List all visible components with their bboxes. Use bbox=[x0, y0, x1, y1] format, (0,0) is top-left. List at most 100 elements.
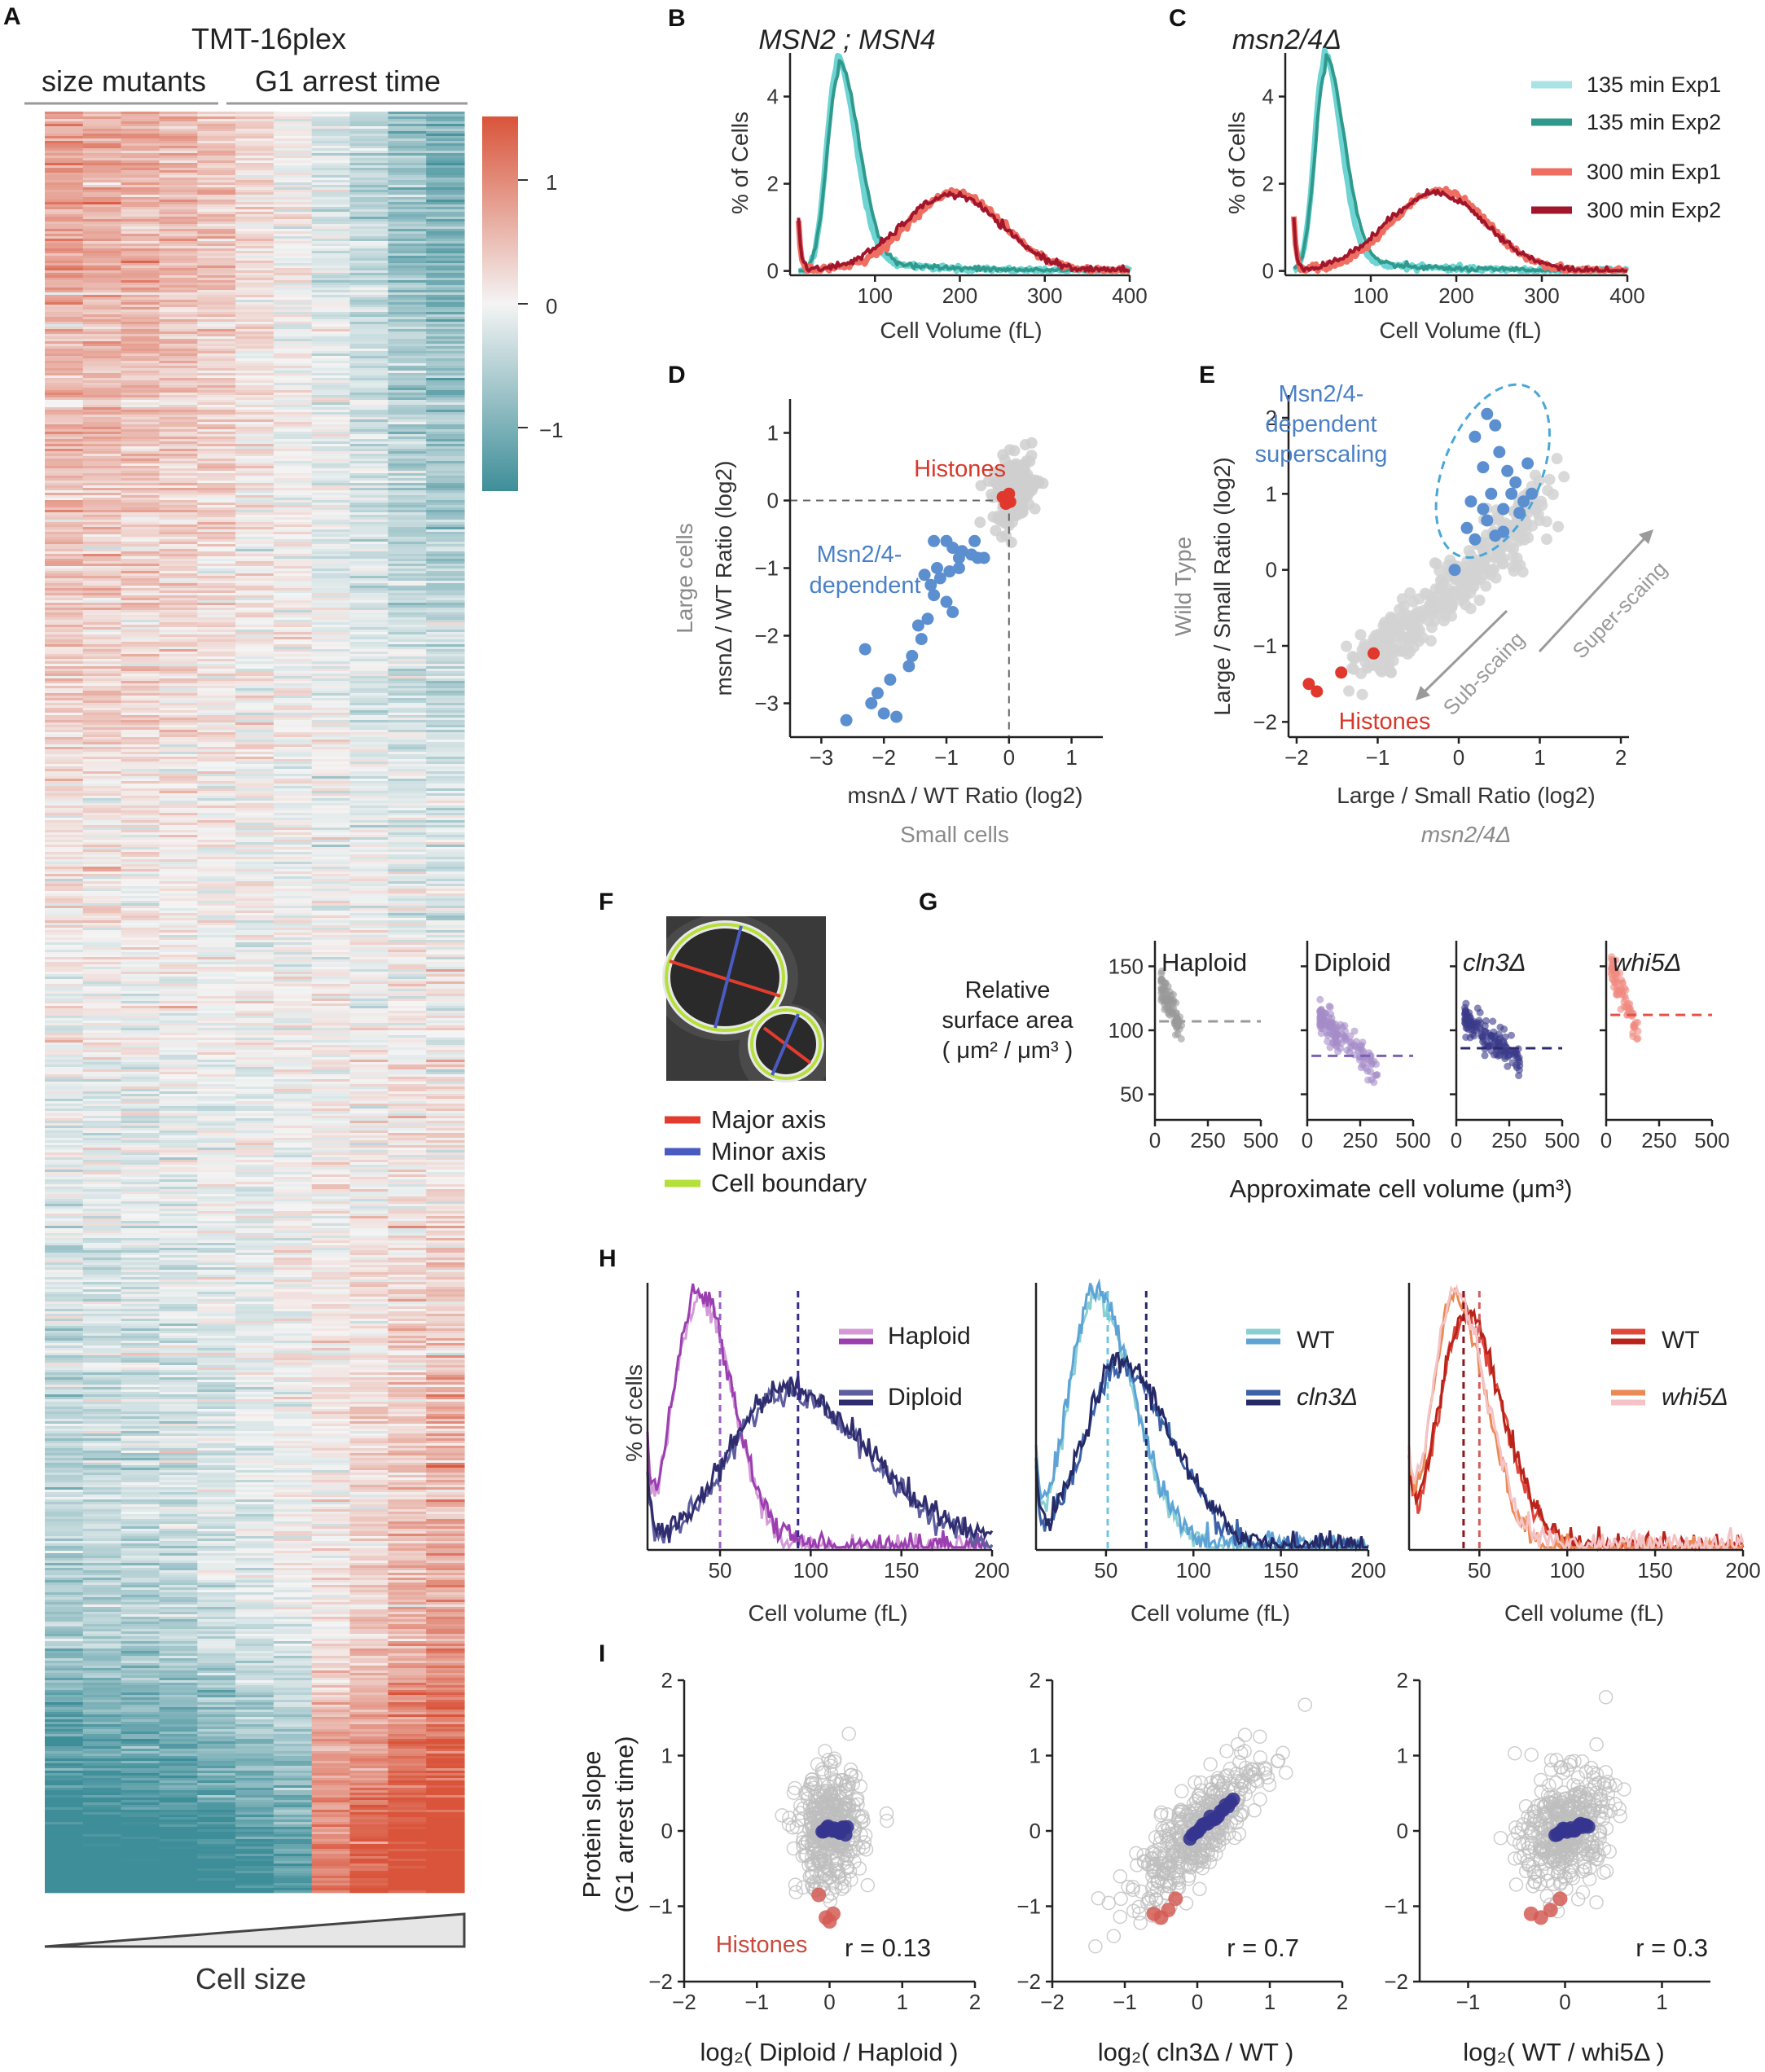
heatmap-cell bbox=[45, 229, 84, 232]
heatmap-cell bbox=[273, 507, 313, 511]
heatmap-cell bbox=[197, 353, 236, 357]
heatmap-cell bbox=[349, 722, 389, 726]
heatmap-cell bbox=[273, 1045, 313, 1048]
heatmap-cell bbox=[45, 874, 84, 877]
heatmap-cell bbox=[197, 940, 236, 943]
heatmap-cell bbox=[197, 984, 236, 987]
heatmap-cell bbox=[235, 991, 274, 994]
heatmap-cell bbox=[121, 312, 160, 315]
heatmap-cell bbox=[311, 510, 351, 513]
heatmap-cell bbox=[197, 331, 236, 335]
heatmap-cell bbox=[311, 1023, 351, 1026]
heatmap-cell bbox=[311, 1209, 351, 1212]
heatmap-cell bbox=[349, 236, 389, 239]
heatmap-cell bbox=[45, 1079, 84, 1082]
heatmap-cell bbox=[426, 200, 465, 203]
heatmap-cell bbox=[197, 698, 236, 701]
heatmap-cell bbox=[388, 725, 427, 728]
heatmap-cell bbox=[82, 784, 122, 787]
heatmap-cell bbox=[426, 862, 465, 865]
heatmap-cell bbox=[273, 302, 313, 305]
heatmap-cell bbox=[235, 727, 274, 731]
heatmap-cell bbox=[121, 231, 160, 235]
heatmap-cell bbox=[45, 786, 84, 789]
heatmap-cell bbox=[82, 1021, 122, 1024]
heatmap-cell bbox=[311, 832, 351, 836]
heatmap-cell bbox=[235, 478, 274, 481]
heatmap-cell bbox=[197, 835, 236, 838]
heatmap-cell bbox=[121, 446, 160, 450]
heatmap-cell bbox=[45, 114, 84, 117]
heatmap-cell bbox=[121, 903, 160, 906]
heatmap-cell bbox=[121, 830, 160, 833]
heatmap-cell bbox=[349, 473, 389, 476]
heatmap-cell bbox=[311, 1140, 351, 1144]
heatmap-cell bbox=[311, 583, 351, 586]
heatmap-cell bbox=[273, 368, 313, 371]
heatmap-cell bbox=[82, 539, 122, 542]
heatmap-cell bbox=[311, 146, 351, 149]
heatmap-cell bbox=[82, 791, 122, 794]
heatmap-cell bbox=[82, 1140, 122, 1144]
heatmap-cell bbox=[235, 1160, 274, 1163]
heatmap-cell bbox=[82, 439, 122, 442]
heatmap-cell bbox=[388, 163, 427, 166]
heatmap-cell bbox=[159, 825, 198, 828]
heatmap-cell bbox=[311, 1013, 351, 1016]
heatmap-cell bbox=[349, 671, 389, 674]
heatmap-cell bbox=[273, 815, 313, 819]
heatmap-cell bbox=[121, 955, 160, 958]
heatmap-cell bbox=[311, 837, 351, 841]
heatmap-cell bbox=[159, 319, 198, 323]
heatmap-cell bbox=[388, 649, 427, 652]
heatmap-cell bbox=[426, 852, 465, 855]
heatmap-cell bbox=[197, 1148, 236, 1151]
heatmap-cell bbox=[121, 1204, 160, 1207]
heatmap-cell bbox=[82, 862, 122, 865]
heatmap-cell bbox=[426, 273, 465, 276]
heatmap-cell bbox=[121, 490, 160, 494]
heatmap-cell bbox=[311, 273, 351, 276]
heatmap-cell bbox=[82, 1108, 122, 1112]
heatmap-cell bbox=[273, 876, 313, 880]
heatmap-cell bbox=[388, 268, 427, 271]
heatmap-cell bbox=[349, 827, 389, 831]
heatmap-cell bbox=[45, 583, 84, 586]
heatmap-cell bbox=[45, 915, 84, 919]
heatmap-cell bbox=[273, 774, 313, 777]
heatmap-cell bbox=[388, 1006, 427, 1009]
heatmap-cell bbox=[45, 1204, 84, 1207]
heatmap-cell bbox=[273, 356, 313, 359]
heatmap-cell bbox=[159, 1045, 198, 1048]
heatmap-cell bbox=[388, 317, 427, 320]
heatmap-cell bbox=[121, 930, 160, 933]
heatmap-cell bbox=[426, 268, 465, 271]
heatmap-cell bbox=[235, 256, 274, 259]
heatmap-cell bbox=[159, 1201, 198, 1205]
heatmap-cell bbox=[349, 864, 389, 867]
heatmap-cell bbox=[273, 473, 313, 476]
heatmap-cell bbox=[426, 788, 465, 792]
heatmap-cell bbox=[426, 710, 465, 713]
heatmap-cell bbox=[273, 1006, 313, 1009]
heatmap-cell bbox=[197, 441, 236, 445]
heatmap-cell bbox=[197, 791, 236, 794]
heatmap-cell bbox=[121, 1069, 160, 1073]
heatmap-cell bbox=[388, 1030, 427, 1034]
heatmap-cell bbox=[121, 146, 160, 149]
heatmap-cell bbox=[197, 825, 236, 828]
heatmap-cell bbox=[311, 595, 351, 599]
heatmap-cell bbox=[159, 346, 198, 349]
heatmap-cell bbox=[388, 908, 427, 911]
heatmap-cell bbox=[273, 852, 313, 855]
heatmap-cell bbox=[159, 727, 198, 731]
heatmap-cell bbox=[273, 1162, 313, 1166]
heatmap-cell bbox=[82, 744, 122, 748]
heatmap-cell bbox=[197, 1062, 236, 1065]
heatmap-cell bbox=[197, 180, 236, 183]
heatmap-cell bbox=[235, 544, 274, 547]
heatmap-cell bbox=[426, 671, 465, 674]
heatmap-cell bbox=[121, 671, 160, 674]
heatmap-cell bbox=[349, 759, 389, 762]
heatmap-cell bbox=[235, 427, 274, 430]
